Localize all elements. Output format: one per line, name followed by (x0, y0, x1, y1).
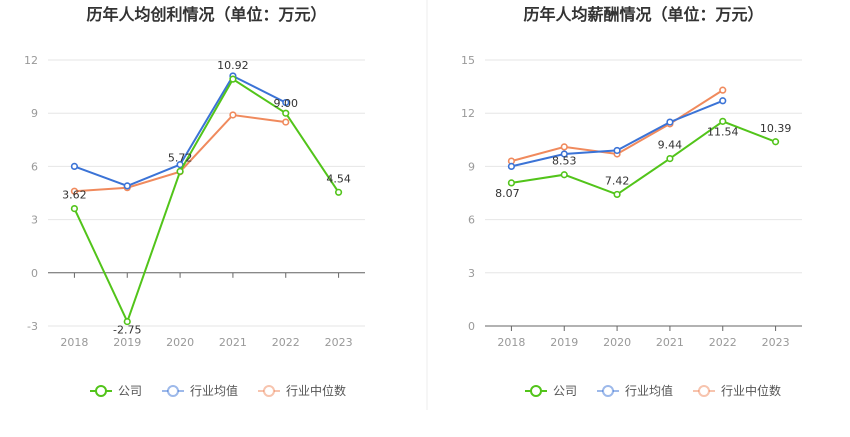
data-label: 7.42 (605, 174, 630, 187)
y-tick-label: 3 (468, 267, 475, 280)
series-point (507, 162, 516, 170)
legend-label: 公司 (118, 384, 142, 398)
data-label: 10.92 (217, 59, 249, 72)
series-point (70, 187, 79, 195)
data-label: 9.00 (274, 97, 299, 110)
x-tick-label: 2021 (219, 336, 247, 349)
chart-title: 历年人均薪酬情况（单位：万元） (523, 5, 763, 24)
chart-2: 历年人均薪酬情况（单位：万元） 0 3 6 9 12 15 2018 2019 2020 2021 2… (461, 5, 802, 398)
series-point (719, 117, 727, 125)
series-point (560, 150, 568, 158)
series-point (719, 97, 727, 105)
series-point (229, 111, 237, 119)
legend-label: 行业中位数 (286, 383, 346, 398)
data-label: 5.72 (168, 151, 193, 164)
chart-1: 历年人均创利情况（单位：万元） -3 0 3 6 9 12 2018 2019 2020 2021 2… (24, 5, 365, 398)
x-tick-label: 2019 (550, 336, 578, 349)
legend-label: 行业均值 (625, 383, 673, 398)
x-tick-label: 2022 (709, 336, 737, 349)
y-tick-label: 15 (461, 54, 475, 67)
series-point (282, 98, 290, 107)
legend-label: 公司 (553, 384, 577, 398)
series-point (176, 167, 184, 175)
series-point (123, 182, 131, 190)
data-label: 10.39 (760, 122, 792, 135)
data-label: 8.53 (552, 155, 577, 168)
series-point (282, 118, 290, 126)
data-label: 9.44 (658, 139, 683, 152)
series-point (282, 109, 290, 117)
series-point (771, 138, 780, 146)
data-label: 11.54 (707, 125, 739, 138)
y-tick-label: -3 (27, 320, 38, 333)
data-label: 8.07 (495, 187, 520, 200)
series-point (560, 143, 568, 151)
x-tick-label: 2023 (325, 336, 353, 349)
x-tick-label: 2023 (762, 336, 790, 349)
legend-swatch-marker (95, 385, 107, 397)
legend-swatch-marker (698, 385, 710, 397)
series-point (666, 118, 674, 126)
legend-swatch-marker (167, 385, 179, 397)
y-tick-label: 12 (461, 107, 475, 120)
x-tick-label: 2022 (272, 336, 300, 349)
x-tick-label: 2019 (113, 336, 141, 349)
legend-swatch-marker (530, 385, 542, 397)
legend-label: 行业均值 (190, 383, 238, 398)
y-tick-label: 0 (468, 320, 475, 333)
x-tick-label: 2020 (166, 336, 194, 349)
series-point (70, 205, 79, 213)
series-point (613, 146, 621, 155)
x-tick-label: 2020 (603, 336, 631, 349)
data-label: 4.54 (326, 172, 351, 185)
y-tick-label: 12 (24, 54, 38, 67)
data-label: 3.62 (62, 189, 87, 202)
y-tick-label: 9 (31, 107, 38, 120)
x-tick-label: 2018 (497, 336, 525, 349)
y-tick-label: 0 (31, 267, 38, 280)
data-label: -2.75 (113, 324, 141, 337)
legend-label: 行业中位数 (721, 383, 781, 398)
series-point (613, 190, 621, 199)
series-line-0 (73, 77, 340, 325)
chart-title: 历年人均创利情况（单位：万元） (86, 5, 326, 24)
legend-swatch-marker (263, 385, 275, 397)
y-tick-label: 6 (468, 214, 475, 227)
y-tick-label: 9 (468, 160, 475, 173)
series-point (70, 162, 79, 170)
series-line-0 (511, 120, 776, 196)
series-point (719, 86, 727, 94)
x-tick-label: 2018 (60, 336, 88, 349)
series-point (507, 179, 516, 187)
series-point (229, 75, 237, 83)
series-point (334, 188, 343, 196)
legend-swatch-marker (602, 385, 614, 397)
x-tick-label: 2021 (656, 336, 684, 349)
series-point (666, 154, 674, 163)
series-point (123, 317, 131, 326)
y-tick-label: 6 (31, 160, 38, 173)
y-tick-label: 3 (31, 214, 38, 227)
series-point (560, 171, 568, 179)
